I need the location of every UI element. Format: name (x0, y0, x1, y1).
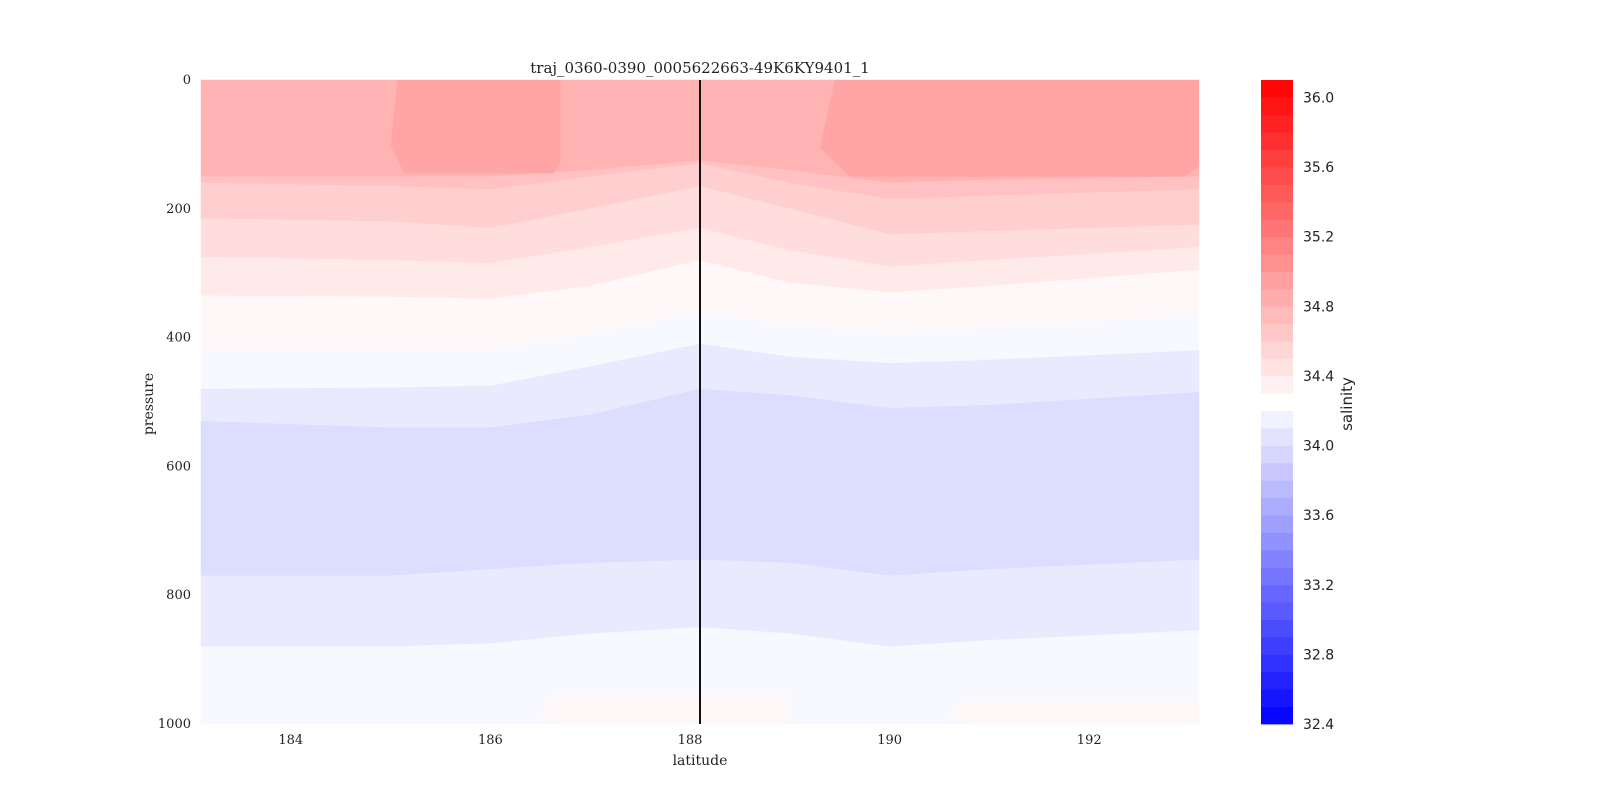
colorbar-block (1261, 567, 1293, 586)
salinity-core-region (819, 80, 1199, 177)
colorbar-block (1261, 358, 1293, 377)
colorbar-tick-label: 33.2 (1303, 578, 1334, 594)
salinity-core-region (949, 701, 1199, 724)
colorbar-block (1261, 619, 1293, 638)
plot-area (200, 79, 1200, 725)
y-axis-label: pressure (141, 373, 157, 435)
colorbar-block (1261, 375, 1293, 394)
x-tick-label: 192 (1077, 733, 1102, 748)
colorbar-block (1261, 706, 1293, 725)
colorbar-block (1261, 97, 1293, 116)
y-tick-label: 400 (166, 331, 191, 346)
colorbar-block (1261, 480, 1293, 499)
colorbar-block (1261, 341, 1293, 359)
colorbar-label: salinity (1338, 377, 1356, 431)
colorbar-block (1261, 149, 1293, 168)
colorbar-tick-labels: 32.4 32.8 33.2 33.6 34.0 34.4 34.8 35.2 35.6 36.0 (1303, 90, 1334, 733)
colorbar: 32.4 32.8 33.2 33.6 34.0 34.4 34.8 35.2 35.6 36.0… (1261, 80, 1356, 733)
colorbar-blocks (1261, 80, 1293, 725)
colorbar-block (1261, 201, 1293, 220)
colorbar-block (1261, 167, 1293, 185)
colorbar-block (1261, 654, 1293, 673)
colorbar-tick-label: 32.4 (1303, 717, 1334, 733)
contour-bands (200, 79, 1200, 725)
colorbar-block (1261, 306, 1293, 325)
colorbar-block (1261, 515, 1293, 533)
colorbar-block (1261, 462, 1293, 481)
colorbar-block (1261, 549, 1293, 568)
colorbar-block (1261, 184, 1293, 203)
x-tick-label: 188 (678, 733, 703, 748)
colorbar-block (1261, 393, 1293, 412)
colorbar-block (1261, 271, 1293, 290)
colorbar-tick-label: 35.6 (1303, 160, 1334, 176)
y-tick-label: 800 (166, 588, 191, 603)
colorbar-block (1261, 80, 1293, 98)
chart-title: traj_0360-0390_0005622663-49K6KY9401_1 (530, 59, 869, 77)
colorbar-block (1261, 636, 1293, 655)
x-tick-label: 186 (478, 733, 503, 748)
y-tick-label: 600 (166, 459, 191, 474)
colorbar-block (1261, 445, 1293, 464)
colorbar-block (1261, 428, 1293, 446)
x-tick-label: 184 (278, 733, 303, 748)
colorbar-block (1261, 219, 1293, 238)
y-axis-tick-labels: 0 200 400 600 800 1000 (158, 73, 191, 732)
colorbar-tick-label: 34.8 (1303, 299, 1334, 315)
colorbar-block (1261, 689, 1293, 707)
colorbar-block (1261, 497, 1293, 516)
colorbar-block (1261, 532, 1293, 551)
colorbar-block (1261, 584, 1293, 603)
colorbar-tick-label: 32.8 (1303, 647, 1334, 663)
y-tick-label: 1000 (158, 717, 191, 732)
x-axis-label: latitude (673, 753, 728, 769)
colorbar-tick-label: 34.4 (1303, 369, 1334, 385)
colorbar-block (1261, 236, 1293, 255)
colorbar-tick-label: 33.6 (1303, 508, 1334, 524)
y-tick-label: 200 (166, 202, 191, 217)
colorbar-block (1261, 132, 1293, 151)
x-axis-tick-labels: 184 186 188 190 192 (278, 733, 1101, 748)
colorbar-block (1261, 410, 1293, 429)
salinity-core-region (540, 695, 790, 724)
colorbar-block (1261, 671, 1293, 690)
colorbar-tick-label: 36.0 (1303, 90, 1334, 106)
salinity-core-regions (390, 80, 1199, 724)
x-tick-label: 190 (877, 733, 902, 748)
colorbar-tick-label: 35.2 (1303, 230, 1334, 246)
colorbar-block (1261, 288, 1293, 307)
colorbar-block (1261, 602, 1293, 620)
colorbar-block (1261, 114, 1293, 133)
colorbar-tick-label: 34.0 (1303, 439, 1334, 455)
colorbar-block (1261, 323, 1293, 342)
salinity-core-region (390, 80, 561, 174)
y-tick-label: 0 (183, 73, 191, 88)
colorbar-block (1261, 254, 1293, 272)
